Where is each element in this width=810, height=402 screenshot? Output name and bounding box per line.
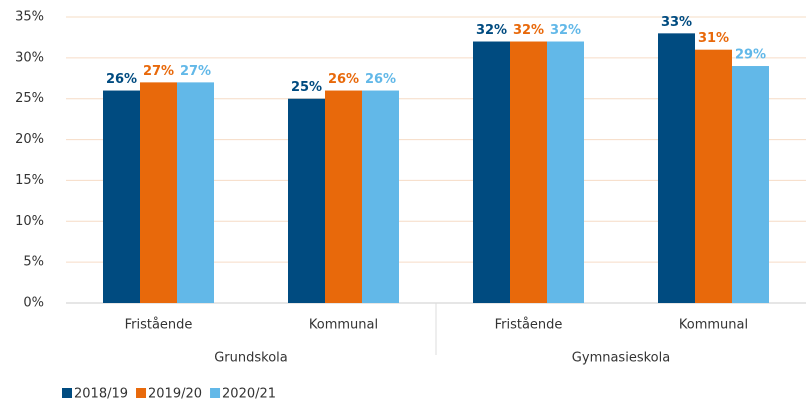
y-tick-label: 10% bbox=[15, 214, 44, 229]
legend-swatch bbox=[136, 388, 147, 398]
value-label: 32% bbox=[476, 23, 507, 38]
value-label: 33% bbox=[661, 15, 692, 30]
value-label: 25% bbox=[291, 80, 322, 95]
value-label: 26% bbox=[365, 72, 396, 87]
legend-swatch bbox=[210, 388, 221, 398]
value-label: 32% bbox=[513, 23, 544, 38]
y-tick-label: 0% bbox=[23, 296, 44, 311]
y-tick-label: 20% bbox=[15, 132, 44, 147]
x-tick-label: Fristående bbox=[125, 318, 193, 333]
value-label: 27% bbox=[180, 64, 211, 79]
group-label: Gymnasieskola bbox=[572, 351, 670, 366]
y-tick-label: 35% bbox=[15, 10, 44, 25]
y-tick-label: 30% bbox=[15, 50, 44, 65]
value-label: 29% bbox=[735, 48, 766, 63]
bar bbox=[547, 41, 584, 304]
bar bbox=[103, 90, 140, 304]
bar bbox=[288, 98, 325, 303]
y-tick-label: 5% bbox=[23, 255, 44, 270]
bar bbox=[510, 41, 547, 304]
value-label: 26% bbox=[328, 72, 359, 87]
bar bbox=[325, 90, 362, 304]
legend-label: 2020/21 bbox=[222, 387, 276, 402]
value-label: 27% bbox=[143, 64, 174, 79]
value-label: 32% bbox=[550, 23, 581, 38]
y-tick-label: 25% bbox=[15, 91, 44, 106]
legend-label: 2018/19 bbox=[74, 387, 128, 402]
value-label: 26% bbox=[106, 72, 137, 87]
bar bbox=[473, 41, 510, 304]
x-tick-label: Kommunal bbox=[679, 318, 748, 333]
bar bbox=[140, 82, 177, 303]
x-tick-label: Kommunal bbox=[309, 318, 378, 333]
x-tick-label: Fristående bbox=[495, 318, 563, 333]
legend-swatch bbox=[62, 388, 72, 398]
bar bbox=[362, 90, 399, 304]
value-label: 31% bbox=[698, 31, 729, 46]
bar bbox=[177, 82, 214, 303]
y-tick-label: 15% bbox=[15, 173, 44, 188]
bar bbox=[732, 66, 769, 304]
bar bbox=[658, 33, 695, 303]
bar bbox=[695, 49, 732, 303]
legend-label: 2019/20 bbox=[148, 387, 202, 402]
group-label: Grundskola bbox=[214, 351, 288, 366]
